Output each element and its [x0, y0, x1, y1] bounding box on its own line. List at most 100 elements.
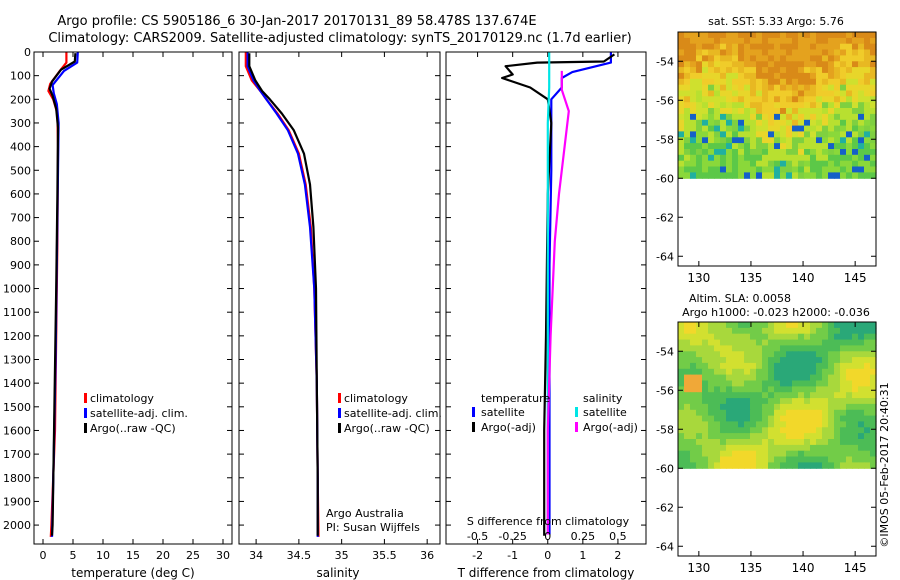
- heatmap-cell: [726, 362, 733, 370]
- heatmap-cell: [720, 32, 727, 39]
- heatmap-cell: [786, 37, 793, 45]
- heatmap-cell: [720, 450, 727, 458]
- heatmap-cell: [744, 403, 751, 411]
- heatmap-cell: [774, 49, 781, 56]
- heatmap-cell: [870, 386, 877, 393]
- heatmap-cell: [822, 37, 829, 45]
- heatmap-cell: [780, 160, 787, 168]
- heatmap-cell: [828, 357, 835, 364]
- sla-map-panel: Altim. SLA: 0.0058 Argo h1000: -0.023 h2…: [656, 292, 877, 575]
- heatmap-cell: [678, 456, 685, 463]
- heatmap-cell: [684, 137, 691, 144]
- heatmap-cell: [810, 84, 817, 92]
- heatmap-cell: [702, 37, 709, 45]
- heatmap-cell: [846, 67, 853, 74]
- heatmap-cell: [822, 78, 829, 86]
- heatmap-cell: [780, 149, 787, 156]
- heatmap-cell: [864, 427, 871, 434]
- heatmap-cell: [816, 172, 823, 179]
- heatmap-cell: [768, 357, 775, 364]
- heatmap-cell: [774, 32, 781, 39]
- heatmap-cell: [774, 108, 781, 115]
- temperature-panel: 0100200300400500600700800900100011001200…: [3, 46, 233, 580]
- difference-xtick-labels: -2 -1 0 1 2: [472, 549, 621, 562]
- legend-s-argo-label: Argo(-adj): [583, 421, 638, 434]
- heatmap-cell: [786, 339, 793, 346]
- heatmap-cell: [852, 84, 859, 92]
- heatmap-cell: [684, 339, 691, 346]
- heatmap-cell: [762, 113, 769, 121]
- heatmap-cell: [708, 357, 715, 364]
- heatmap-cell: [750, 160, 757, 168]
- heatmap-cell: [792, 72, 799, 80]
- heatmap-cell: [780, 433, 787, 440]
- heatmap-cell: [702, 55, 709, 62]
- heatmap-cell: [774, 444, 781, 452]
- heatmap-cell: [822, 444, 829, 452]
- series-line-black: [248, 53, 319, 536]
- heatmap-cell: [864, 450, 871, 458]
- heatmap-cell: [870, 380, 877, 387]
- heatmap-cell: [726, 398, 733, 405]
- heatmap-cell: [846, 433, 853, 440]
- heatmap-cell: [828, 339, 835, 346]
- heatmap-cell: [840, 462, 847, 469]
- heatmap-cell: [744, 131, 751, 138]
- heatmap-cell: [840, 456, 847, 463]
- heatmap-cell: [858, 108, 865, 115]
- heatmap-cell: [684, 108, 691, 115]
- heatmap-cell: [816, 368, 823, 376]
- heatmap-cell: [792, 427, 799, 434]
- heatmap-cell: [756, 357, 763, 364]
- heatmap-cell: [786, 345, 793, 352]
- heatmap-cell: [750, 339, 757, 346]
- heatmap-cell: [720, 456, 727, 463]
- heatmap-cell: [690, 368, 697, 376]
- heatmap-cell: [852, 339, 859, 346]
- heatmap-cell: [816, 362, 823, 370]
- heatmap-cell: [696, 102, 703, 109]
- heatmap-cell: [858, 456, 865, 463]
- heatmap-cell: [726, 72, 733, 80]
- heatmap-cell: [762, 61, 769, 68]
- heatmap-cell: [864, 119, 871, 127]
- t-difference-label: T difference from climatology: [457, 566, 635, 580]
- heatmap-cell: [702, 380, 709, 387]
- heatmap-cell: [870, 49, 877, 56]
- heatmap-cell: [726, 403, 733, 411]
- heatmap-cell: [780, 119, 787, 127]
- heatmap-cell: [828, 386, 835, 393]
- heatmap-cell: [762, 96, 769, 103]
- heatmap-cell: [684, 143, 691, 150]
- heatmap-cell: [738, 166, 745, 173]
- heatmap-cell: [864, 149, 871, 156]
- heatmap-cell: [780, 327, 787, 335]
- heatmap-cell: [708, 322, 715, 329]
- heatmap-cell: [798, 386, 805, 393]
- heatmap-cell: [714, 415, 721, 422]
- heatmap-cell: [798, 55, 805, 62]
- heatmap-cell: [786, 362, 793, 370]
- heatmap-cell: [768, 456, 775, 463]
- heatmap-cell: [804, 351, 811, 358]
- heatmap-cell: [846, 154, 853, 162]
- heatmap-cell: [840, 357, 847, 364]
- heatmap-cell: [834, 137, 841, 144]
- heatmap-cell: [732, 137, 739, 144]
- heatmap-cell: [852, 327, 859, 335]
- heatmap-cell: [684, 154, 691, 162]
- heatmap-cell: [840, 345, 847, 352]
- heatmap-cell: [846, 368, 853, 376]
- heatmap-cell: [756, 137, 763, 144]
- heatmap-cell: [756, 49, 763, 56]
- heatmap-cell: [750, 380, 757, 387]
- heatmap-cell: [696, 345, 703, 352]
- heatmap-cell: [732, 96, 739, 103]
- heatmap-cell: [816, 160, 823, 168]
- heatmap-cell: [768, 49, 775, 56]
- heatmap-cell: [762, 374, 769, 381]
- heatmap-cell: [840, 143, 847, 150]
- heatmap-cell: [780, 374, 787, 381]
- heatmap-cell: [762, 72, 769, 80]
- heatmap-cell: [786, 84, 793, 92]
